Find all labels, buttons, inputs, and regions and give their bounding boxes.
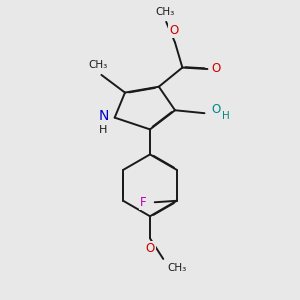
Text: CH₃: CH₃ bbox=[88, 60, 107, 70]
Text: N: N bbox=[98, 109, 109, 123]
Text: CH₃: CH₃ bbox=[155, 7, 174, 16]
Text: CH₃: CH₃ bbox=[168, 263, 187, 273]
Text: O: O bbox=[211, 62, 220, 75]
Text: O: O bbox=[211, 103, 220, 116]
Text: O: O bbox=[169, 24, 178, 37]
Text: F: F bbox=[140, 196, 146, 209]
Text: O: O bbox=[146, 242, 154, 255]
Text: H: H bbox=[221, 110, 229, 121]
Text: H: H bbox=[99, 125, 108, 135]
